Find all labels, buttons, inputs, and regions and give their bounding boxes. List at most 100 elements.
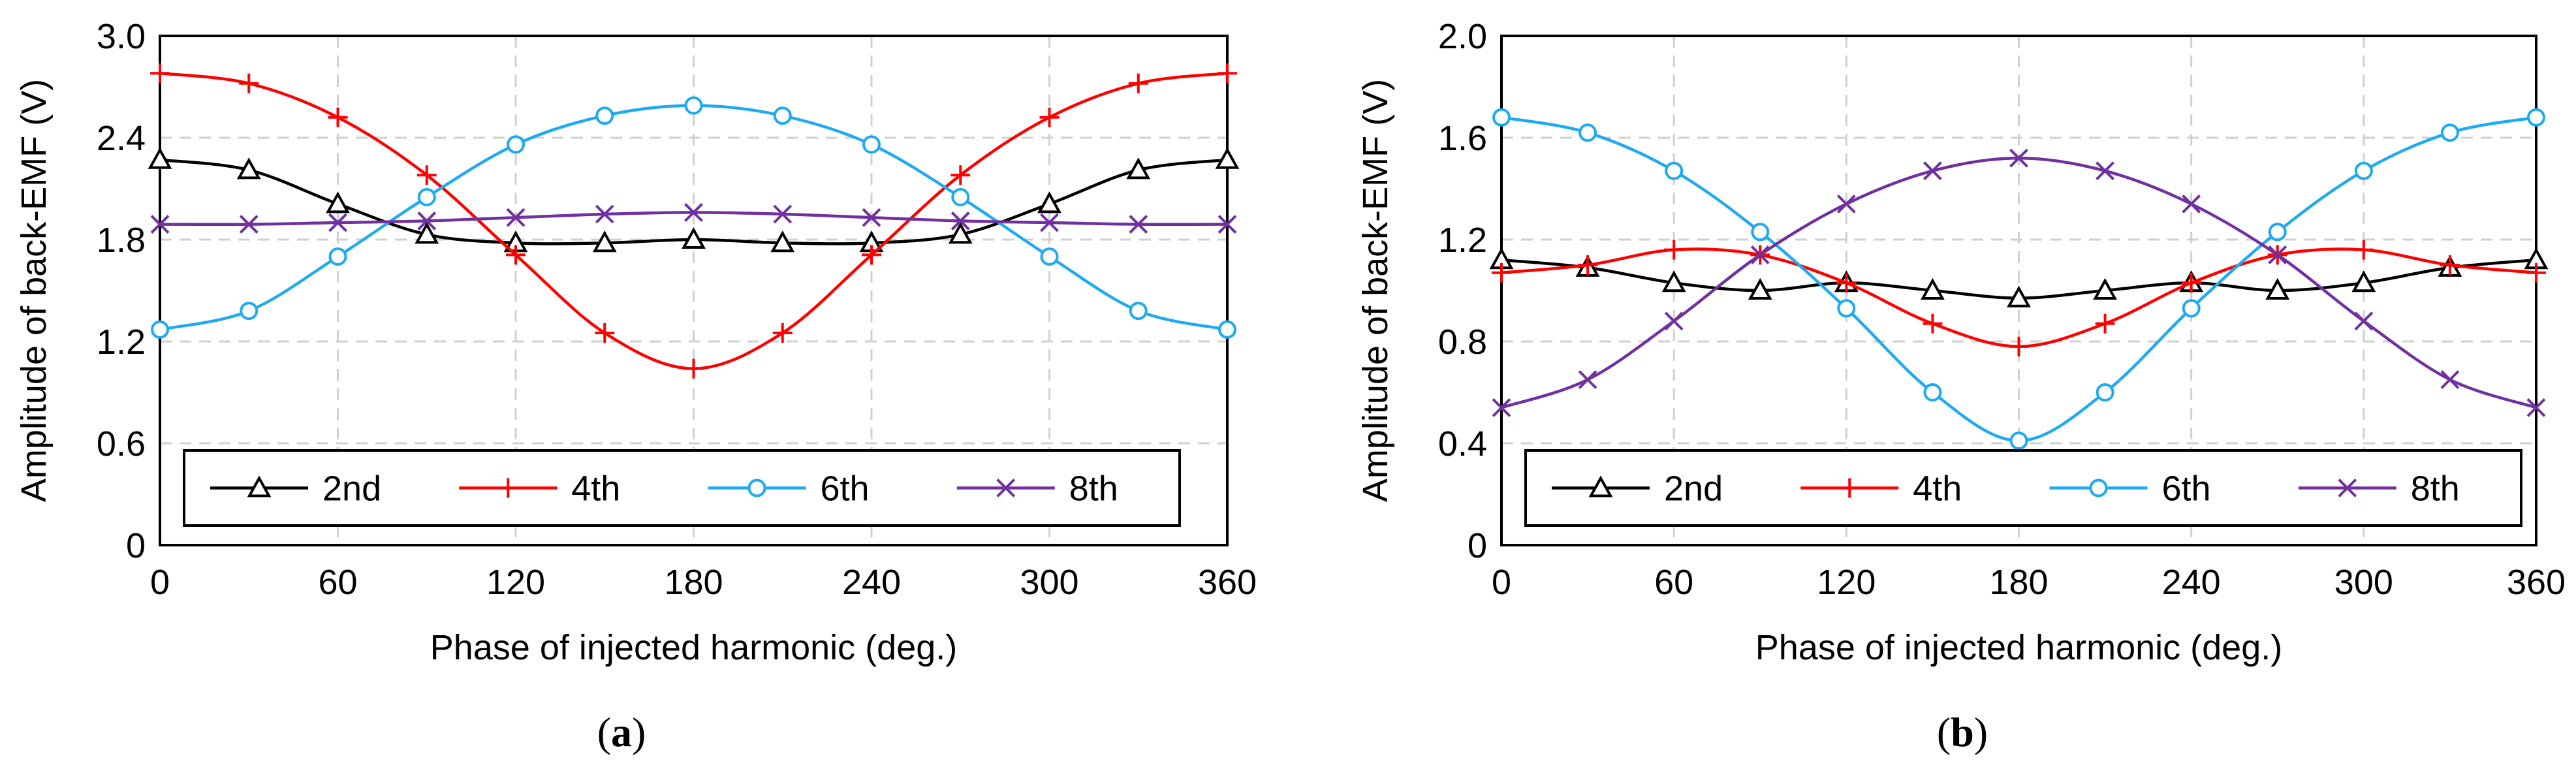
point-a-6th-360	[1218, 320, 1236, 339]
point-a-4th-120	[506, 245, 526, 265]
y-tick-label-a-3: 1.8	[97, 221, 146, 260]
point-a-4th-270	[950, 165, 971, 185]
caption-a-label: a	[611, 709, 632, 755]
legend-marker-b-8th	[2338, 479, 2357, 497]
x-tick-label-a-120: 120	[486, 563, 545, 602]
caption-b-label: b	[1951, 709, 1974, 755]
point-b-8th-210	[2096, 161, 2114, 181]
x-tick-label-b-120: 120	[1817, 563, 1876, 602]
point-a-8th-90	[417, 211, 437, 230]
legend-label-a-6th: 6th	[821, 469, 870, 509]
x-tick-label-b-240: 240	[2162, 563, 2221, 602]
legend-entry-b-6th: 6th	[2049, 469, 2211, 509]
point-b-6th-330	[2440, 123, 2459, 142]
y-tick-label-a-4: 2.4	[97, 119, 146, 158]
point-b-8th-180	[2009, 148, 2028, 168]
x-tick-label-a-60: 60	[318, 563, 357, 602]
series-a-4th	[150, 63, 1237, 379]
x-tick-label-a-240: 240	[842, 563, 901, 602]
point-b-6th-210	[2096, 383, 2114, 401]
point-b-6th-30	[1579, 123, 1597, 142]
point-b-6th-180	[2009, 432, 2028, 450]
legend-marker-a-4th	[498, 478, 518, 498]
point-a-2nd-180	[682, 227, 706, 249]
point-a-8th-60	[328, 213, 347, 232]
point-b-6th-360	[2527, 108, 2545, 127]
point-b-6th-240	[2182, 299, 2201, 318]
point-a-2nd-330	[1126, 157, 1151, 180]
x-tick-label-a-300: 300	[1020, 563, 1078, 602]
point-a-8th-120	[506, 208, 526, 227]
point-b-2nd-210	[2093, 277, 2117, 300]
point-b-6th-60	[1665, 161, 1684, 180]
point-a-6th-150	[595, 106, 614, 125]
caption-b: (b)	[1936, 709, 1988, 755]
point-a-4th-360	[1217, 63, 1237, 84]
point-a-2nd-30	[236, 157, 261, 180]
legend-a: 2nd 4th 6th 8th	[183, 449, 1181, 527]
y-tick-label-a-1: 0.6	[97, 424, 146, 464]
caption-a: (a)	[597, 709, 646, 755]
point-a-6th-0	[151, 320, 169, 339]
point-a-8th-210	[773, 204, 793, 224]
point-a-8th-360	[1217, 215, 1237, 234]
point-a-2nd-150	[592, 230, 617, 253]
legend-marker-a-2nd	[247, 475, 272, 497]
point-a-6th-180	[684, 96, 703, 115]
point-a-6th-270	[951, 188, 970, 206]
legend-label-a-4th: 4th	[571, 469, 620, 509]
x-tick-label-b-300: 300	[2334, 563, 2393, 602]
legend-entry-a-8th: 8th	[956, 469, 1118, 509]
point-a-8th-180	[684, 202, 703, 222]
point-b-2nd-300	[2351, 270, 2376, 292]
series-a-2nd	[148, 147, 1240, 253]
legend-entry-b-8th: 8th	[2298, 469, 2460, 509]
point-b-6th-120	[1837, 299, 1856, 318]
point-b-2nd-60	[1661, 270, 1686, 292]
legend-label-b-6th: 6th	[2162, 469, 2211, 509]
point-b-6th-90	[1751, 223, 1770, 242]
point-b-8th-0	[1492, 398, 1511, 417]
point-a-2nd-60	[326, 191, 350, 213]
point-b-4th-330	[2440, 255, 2460, 275]
point-b-8th-30	[1578, 370, 1597, 389]
x-tick-label-a-180: 180	[664, 563, 723, 602]
point-a-4th-330	[1128, 73, 1148, 93]
point-b-2nd-270	[2265, 277, 2290, 300]
point-b-6th-270	[2268, 223, 2287, 242]
point-a-6th-60	[328, 247, 347, 266]
point-a-8th-270	[950, 211, 970, 230]
point-a-4th-210	[772, 323, 793, 343]
point-a-4th-240	[862, 245, 881, 265]
point-a-8th-300	[1040, 213, 1059, 232]
plot-frame-b	[1500, 35, 2537, 546]
point-b-8th-300	[2354, 311, 2374, 331]
point-a-8th-30	[239, 215, 259, 234]
point-b-8th-330	[2440, 370, 2460, 389]
point-b-8th-150	[1923, 161, 1942, 181]
legend-label-a-8th: 8th	[1069, 469, 1118, 509]
point-a-4th-30	[239, 73, 259, 93]
x-tick-label-a-360: 360	[1198, 563, 1257, 602]
series-a-8th	[150, 202, 1237, 234]
point-b-4th-60	[1664, 240, 1684, 260]
point-a-2nd-210	[770, 230, 795, 253]
y-tick-label-b-4: 1.6	[1438, 119, 1487, 158]
series-a-6th	[151, 96, 1236, 339]
point-a-2nd-360	[1215, 147, 1240, 169]
point-a-6th-210	[773, 106, 792, 125]
point-a-6th-240	[862, 135, 881, 154]
legend-label-b-2nd: 2nd	[1664, 469, 1723, 509]
x-tick-label-b-360: 360	[2507, 563, 2566, 602]
series-b-8th	[1492, 148, 2546, 417]
legend-b: 2nd 4th 6th 8th	[1524, 449, 2522, 527]
x-tick-label-b-180: 180	[1989, 563, 2048, 602]
point-b-8th-60	[1664, 311, 1684, 331]
legend-entry-b-2nd: 2nd	[1552, 469, 1723, 509]
point-b-8th-120	[1836, 194, 1856, 213]
point-b-4th-150	[1923, 313, 1943, 334]
point-b-2nd-150	[1921, 277, 1945, 300]
point-b-6th-300	[2354, 161, 2373, 180]
point-a-6th-330	[1129, 302, 1148, 321]
